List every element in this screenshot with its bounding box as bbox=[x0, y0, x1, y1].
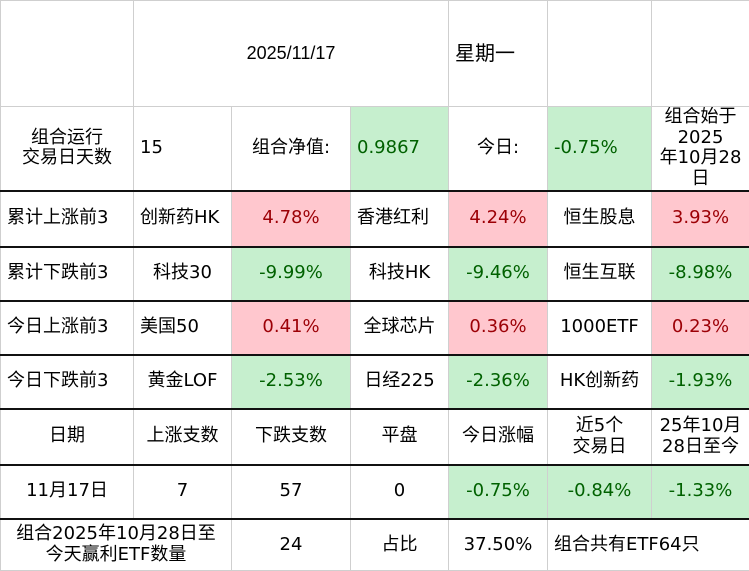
ranking-label: 累计上涨前3 bbox=[1, 191, 134, 247]
nav-label: 组合净值: bbox=[232, 107, 351, 191]
stats-today-change: -0.75% bbox=[449, 465, 548, 519]
stats-header-last5-line2: 交易日 bbox=[554, 437, 645, 458]
ranking-fund-name: 创新药HK bbox=[134, 191, 232, 247]
ranking-fund-name: 1000ETF bbox=[548, 301, 652, 355]
start-date-line2: 年10月28日 bbox=[658, 148, 743, 189]
ranking-fund-name: 恒生互联 bbox=[548, 247, 652, 301]
stats-header-date: 日期 bbox=[1, 409, 134, 465]
ranking-fund-name: 恒生股息 bbox=[548, 191, 652, 247]
profit-count-label: 组合2025年10月28日至 今天赢利ETF数量 bbox=[1, 519, 232, 571]
profit-count-label-line1: 组合2025年10月28日至 bbox=[7, 524, 225, 545]
ranking-fund-value: 4.24% bbox=[449, 191, 548, 247]
report-date: 2025/11/17 bbox=[134, 1, 449, 107]
stats-up-count: 7 bbox=[134, 465, 232, 519]
ranking-fund-value: -2.53% bbox=[232, 355, 351, 409]
ranking-row: 累计上涨前3 创新药HK 4.78% 香港红利 4.24% 恒生股息 3.93% bbox=[1, 191, 749, 247]
ratio-label: 占比 bbox=[351, 519, 449, 571]
summary-row: 组合运行 交易日天数 15 组合净值: 0.9867 今日: -0.75% 组合… bbox=[1, 107, 749, 191]
ranking-fund-value: 0.41% bbox=[232, 301, 351, 355]
weekday: 星期一 bbox=[449, 1, 548, 107]
ranking-fund-value: -8.98% bbox=[652, 247, 749, 301]
ranking-fund-name: 科技HK bbox=[351, 247, 449, 301]
ranking-fund-name: 香港红利 bbox=[351, 191, 449, 247]
footer-row: 组合2025年10月28日至 今天赢利ETF数量 24 占比 37.50% 组合… bbox=[1, 519, 749, 571]
stats-down-count: 57 bbox=[232, 465, 351, 519]
stats-header-up: 上涨支数 bbox=[134, 409, 232, 465]
ratio-value: 37.50% bbox=[449, 519, 548, 571]
ranking-fund-value: -1.93% bbox=[652, 355, 749, 409]
days-label-line2: 交易日天数 bbox=[7, 148, 127, 169]
profit-count-label-line2: 今天赢利ETF数量 bbox=[7, 545, 225, 566]
stats-header-last5: 近5个 交易日 bbox=[548, 409, 652, 465]
ranking-row: 今日上涨前3 美国50 0.41% 全球芯片 0.36% 1000ETF 0.2… bbox=[1, 301, 749, 355]
stats-header-today: 今日涨幅 bbox=[449, 409, 548, 465]
stats-header-down: 下跌支数 bbox=[232, 409, 351, 465]
ranking-fund-name: 全球芯片 bbox=[351, 301, 449, 355]
stats-date: 11月17日 bbox=[1, 465, 134, 519]
ranking-fund-value: 4.78% bbox=[232, 191, 351, 247]
stats-value-row: 11月17日 7 57 0 -0.75% -0.84% -1.33% bbox=[1, 465, 749, 519]
days-label: 组合运行 交易日天数 bbox=[1, 107, 134, 191]
start-date-line1: 组合始于2025 bbox=[658, 107, 743, 148]
stats-header-last5-line1: 近5个 bbox=[554, 416, 645, 437]
ranking-fund-name: 黄金LOF bbox=[134, 355, 232, 409]
days-value: 15 bbox=[134, 107, 232, 191]
stats-header-since: 25年10月 28日至今 bbox=[652, 409, 749, 465]
header-blank-cell bbox=[1, 1, 134, 107]
stats-header-row: 日期 上涨支数 下跌支数 平盘 今日涨幅 近5个 交易日 25年10月 28日至… bbox=[1, 409, 749, 465]
header-row: 2025/11/17 星期一 bbox=[1, 1, 749, 107]
ranking-fund-name: 日经225 bbox=[351, 355, 449, 409]
ranking-label: 累计下跌前3 bbox=[1, 247, 134, 301]
ranking-row: 今日下跌前3 黄金LOF -2.53% 日经225 -2.36% HK创新药 -… bbox=[1, 355, 749, 409]
ranking-fund-name: 科技30 bbox=[134, 247, 232, 301]
ranking-label: 今日下跌前3 bbox=[1, 355, 134, 409]
ranking-fund-value: -9.99% bbox=[232, 247, 351, 301]
ranking-fund-value: -9.46% bbox=[449, 247, 548, 301]
today-value: -0.75% bbox=[548, 107, 652, 191]
stats-last5-change: -0.84% bbox=[548, 465, 652, 519]
header-blank-cell bbox=[548, 1, 652, 107]
ranking-fund-value: -2.36% bbox=[449, 355, 548, 409]
ranking-label: 今日上涨前3 bbox=[1, 301, 134, 355]
nav-value: 0.9867 bbox=[351, 107, 449, 191]
stats-since-change: -1.33% bbox=[652, 465, 749, 519]
header-blank-cell bbox=[652, 1, 749, 107]
total-etf-count: 组合共有ETF64只 bbox=[548, 519, 749, 571]
stats-header-flat: 平盘 bbox=[351, 409, 449, 465]
ranking-fund-name: 美国50 bbox=[134, 301, 232, 355]
ranking-fund-value: 0.36% bbox=[449, 301, 548, 355]
days-label-line1: 组合运行 bbox=[7, 128, 127, 149]
ranking-fund-name: HK创新药 bbox=[548, 355, 652, 409]
ranking-fund-value: 3.93% bbox=[652, 191, 749, 247]
stats-header-since-line2: 28日至今 bbox=[658, 437, 743, 458]
today-label: 今日: bbox=[449, 107, 548, 191]
stats-flat-count: 0 bbox=[351, 465, 449, 519]
stats-header-since-line1: 25年10月 bbox=[658, 416, 743, 437]
ranking-fund-value: 0.23% bbox=[652, 301, 749, 355]
profit-count-value: 24 bbox=[232, 519, 351, 571]
ranking-row: 累计下跌前3 科技30 -9.99% 科技HK -9.46% 恒生互联 -8.9… bbox=[1, 247, 749, 301]
start-date-note: 组合始于2025 年10月28日 bbox=[652, 107, 749, 191]
